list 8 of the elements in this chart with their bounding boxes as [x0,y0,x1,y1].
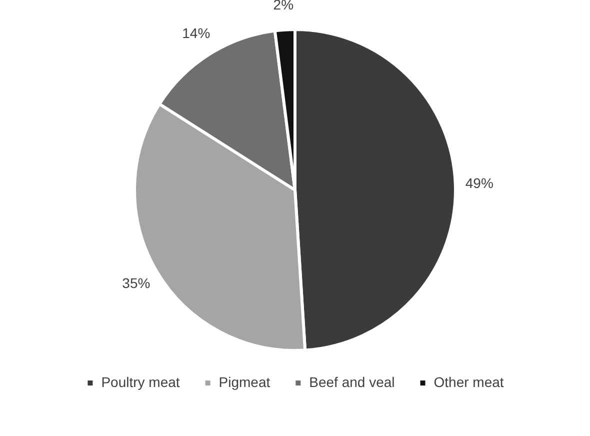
legend-label: Other meat [434,374,504,390]
data-label: 49% [465,175,494,192]
legend-label: Poultry meat [101,374,180,390]
legend-label: Pigmeat [218,374,270,390]
data-label: 2% [273,0,294,13]
legend-label: Beef and veal [309,374,395,390]
data-label: 35% [122,274,150,291]
data-label: 14% [182,25,210,42]
